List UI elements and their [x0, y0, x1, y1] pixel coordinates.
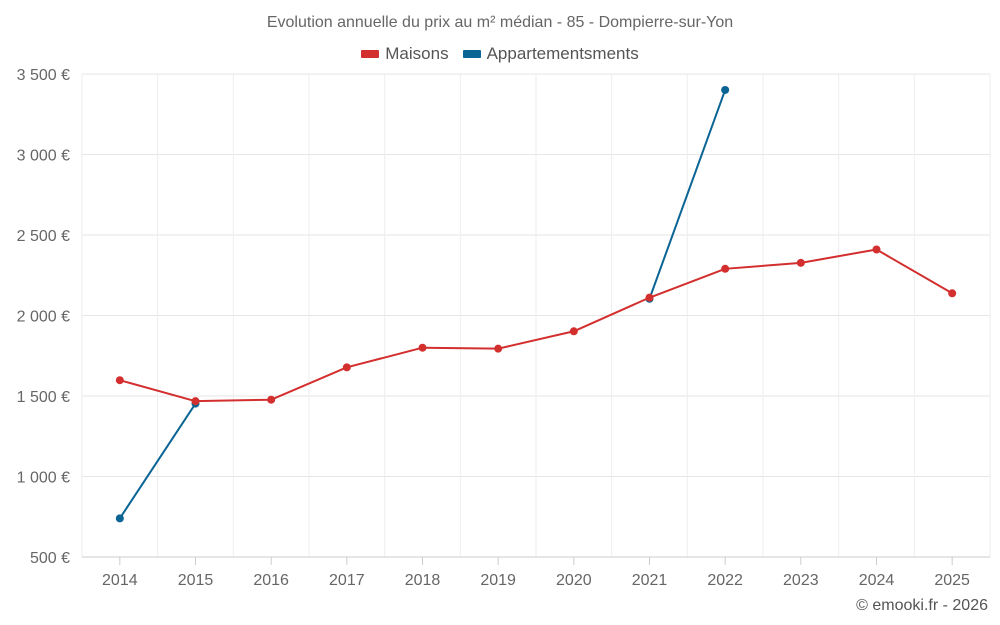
- x-tick-label-2015: 2015: [178, 572, 214, 589]
- point-maisons-2014: [115, 376, 124, 385]
- point-appartementsments-2022: [721, 85, 730, 94]
- point-maisons-2025: [948, 289, 957, 298]
- point-maisons-2018: [418, 343, 427, 352]
- credit-text: © emooki.fr - 2026: [856, 597, 988, 614]
- x-tick-label-2020: 2020: [556, 572, 592, 589]
- x-tick-label-2018: 2018: [405, 572, 441, 589]
- point-maisons-2021: [645, 293, 654, 302]
- point-maisons-2016: [267, 395, 276, 404]
- point-maisons-2017: [342, 363, 351, 372]
- legend-label-maisons: Maisons: [385, 44, 449, 63]
- x-tick-label-2024: 2024: [859, 572, 895, 589]
- legend-item-maisons[interactable]: Maisons: [361, 44, 449, 64]
- legend-swatch-appartements: [462, 50, 481, 58]
- point-maisons-2015: [191, 397, 200, 406]
- series-line-appartementsments-1: [648, 89, 727, 300]
- y-tick-label-3500: 3 500 €: [17, 67, 70, 84]
- y-tick-label-1000: 1 000 €: [17, 470, 70, 487]
- x-tick-label-2025: 2025: [934, 572, 970, 589]
- legend: Maisons Appartementsments: [0, 44, 1000, 64]
- point-maisons-2022: [721, 264, 730, 273]
- y-tick-label-2000: 2 000 €: [17, 309, 70, 326]
- series-line-maisons-0: [119, 248, 953, 403]
- point-appartementsments-2014: [115, 514, 124, 523]
- legend-item-appartements[interactable]: Appartementsments: [462, 44, 639, 64]
- legend-label-appartements: Appartementsments: [486, 44, 639, 63]
- x-tick-label-2021: 2021: [632, 572, 668, 589]
- legend-swatch-maisons: [361, 50, 380, 58]
- series-line-appartementsments-0: [118, 403, 197, 519]
- x-tick-label-2019: 2019: [480, 572, 516, 589]
- y-tick-label-500: 500 €: [30, 550, 70, 567]
- point-maisons-2020: [569, 327, 578, 336]
- x-tick-label-2023: 2023: [783, 572, 819, 589]
- point-maisons-2024: [872, 245, 881, 254]
- chart-title: Evolution annuelle du prix au m² médian …: [266, 14, 734, 31]
- y-tick-label-2500: 2 500 €: [17, 228, 70, 245]
- x-tick-label-2022: 2022: [707, 572, 743, 589]
- point-maisons-2019: [494, 344, 503, 353]
- x-tick-label-2016: 2016: [253, 572, 289, 589]
- point-maisons-2023: [796, 258, 805, 267]
- y-tick-label-3000: 3 000 €: [17, 148, 70, 165]
- x-tick-label-2014: 2014: [102, 572, 138, 589]
- x-tick-label-2017: 2017: [329, 572, 365, 589]
- y-tick-label-1500: 1 500 €: [17, 389, 70, 406]
